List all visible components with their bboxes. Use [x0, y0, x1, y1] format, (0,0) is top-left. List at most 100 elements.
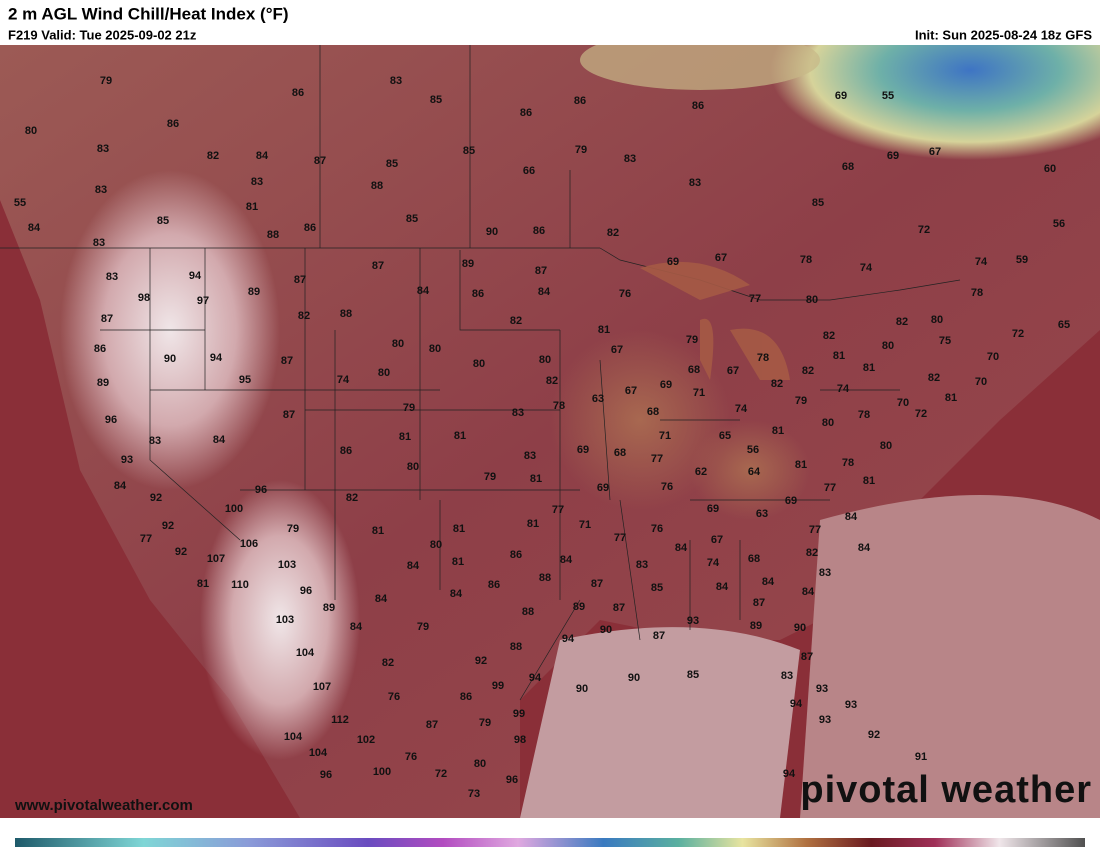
temperature-label: 87	[372, 260, 384, 272]
temperature-label: 84	[350, 621, 363, 633]
temperature-label: 77	[749, 293, 761, 305]
temperature-label: 77	[651, 453, 663, 465]
temperature-label: 80	[539, 354, 551, 366]
temperature-label: 72	[918, 224, 930, 236]
temperature-label: 67	[727, 365, 739, 377]
temperature-label: 79	[403, 402, 415, 414]
boundaries	[0, 45, 961, 701]
temperature-label: 84	[845, 511, 858, 523]
temperature-label: 81	[795, 459, 807, 471]
temperature-label: 91	[915, 751, 927, 763]
temperature-label: 87	[101, 313, 113, 325]
temperature-label: 89	[462, 258, 474, 270]
temperature-label: 85	[157, 215, 169, 227]
temperature-label: 68	[748, 553, 760, 565]
colorbar-ramp	[15, 838, 1085, 847]
temperature-label: 83	[524, 450, 536, 462]
temperature-label: 86	[304, 222, 316, 234]
temperature-label: 81	[399, 431, 411, 443]
temperature-label: 72	[435, 768, 447, 780]
temperature-label: 80	[473, 358, 485, 370]
temperature-label: 87	[535, 265, 547, 277]
temperature-label: 79	[287, 523, 299, 535]
temperature-label: 80	[392, 338, 404, 350]
temperature-label: 90	[628, 672, 640, 684]
logo: pivotal weather	[800, 769, 1092, 811]
temperature-label: 80	[430, 539, 442, 551]
temperature-label: 74	[837, 383, 850, 395]
temperature-label: 90	[600, 624, 612, 636]
temperature-label: 79	[484, 471, 496, 483]
temperature-label: 59	[1016, 254, 1028, 266]
temperature-label: 69	[660, 379, 672, 391]
temperature-label: 92	[162, 520, 174, 532]
temperature-label: 78	[842, 457, 854, 469]
init-time: Init: Sun 2025-08-24 18z GFS	[915, 27, 1092, 42]
temperature-label: 93	[819, 714, 831, 726]
temperature-label: 81	[833, 350, 845, 362]
temperature-label: 87	[801, 651, 813, 663]
temperature-label: 103	[278, 559, 296, 571]
temperature-label: 82	[806, 547, 818, 559]
temperature-label: 83	[106, 271, 118, 283]
temperature-label: 100	[373, 766, 391, 778]
temperature-label: 96	[506, 774, 518, 786]
temperature-label: 85	[687, 669, 699, 681]
temperature-label: 55	[882, 90, 894, 102]
temperature-label: 83	[97, 143, 109, 155]
temperature-label: 80	[931, 314, 943, 326]
temperature-label: 84	[407, 560, 420, 572]
temperature-label: 67	[625, 385, 637, 397]
temperature-label: 112	[331, 714, 349, 726]
temperature-label: 81	[454, 430, 466, 442]
temperature-label: 69	[835, 90, 847, 102]
temperature-label: 79	[795, 395, 807, 407]
mild-region	[690, 420, 810, 520]
temperature-label: 94	[210, 352, 223, 364]
temperature-label: 79	[575, 144, 587, 156]
temperature-label: 68	[647, 406, 659, 418]
header: 2 m AGL Wind Chill/Heat Index (°F) F219 …	[8, 4, 1092, 42]
temperature-label: 81	[945, 392, 957, 404]
temperature-label: 90	[164, 353, 176, 365]
temperature-label: 82	[896, 316, 908, 328]
temperature-label: 92	[475, 655, 487, 667]
temperature-label: 85	[406, 213, 418, 225]
temperature-label: 78	[800, 254, 812, 266]
temperature-label: 84	[213, 434, 226, 446]
temperature-label: 80	[880, 440, 892, 452]
temperature-label: 83	[636, 559, 648, 571]
temperature-label: 99	[513, 708, 525, 720]
temperature-label: 81	[863, 362, 875, 374]
temperature-label: 74	[337, 374, 350, 386]
temperature-label: 82	[510, 315, 522, 327]
temperature-label: 85	[430, 94, 442, 106]
great-lakes	[640, 261, 790, 380]
temperature-label: 89	[323, 602, 335, 614]
temperature-label: 83	[624, 153, 636, 165]
temperature-label: 88	[522, 606, 534, 618]
temperature-label: 79	[100, 75, 112, 87]
temperature-label: 81	[452, 556, 464, 568]
temperature-label: 77	[614, 532, 626, 544]
temperature-label: 86	[520, 107, 532, 119]
temperature-label: 83	[149, 435, 161, 447]
temperature-label: 95	[239, 374, 251, 386]
temperature-label: 80	[882, 340, 894, 352]
temperature-label: 76	[619, 288, 631, 300]
temperature-label: 94	[790, 698, 803, 710]
temperature-label: 84	[256, 150, 269, 162]
temperature-label: 86	[574, 95, 586, 107]
temperature-label: 86	[292, 87, 304, 99]
temperature-label: 94	[189, 270, 202, 282]
temperature-label: 69	[887, 150, 899, 162]
temperature-label: 87	[753, 597, 765, 609]
temperature-label: 81	[863, 475, 875, 487]
temperature-label: 104	[284, 731, 303, 743]
temperature-label: 71	[693, 387, 705, 399]
site-url: www.pivotalweather.com	[14, 797, 193, 814]
temperature-label: 69	[707, 503, 719, 515]
temperature-label: 81	[197, 578, 209, 590]
temperature-label: 100	[225, 503, 243, 515]
